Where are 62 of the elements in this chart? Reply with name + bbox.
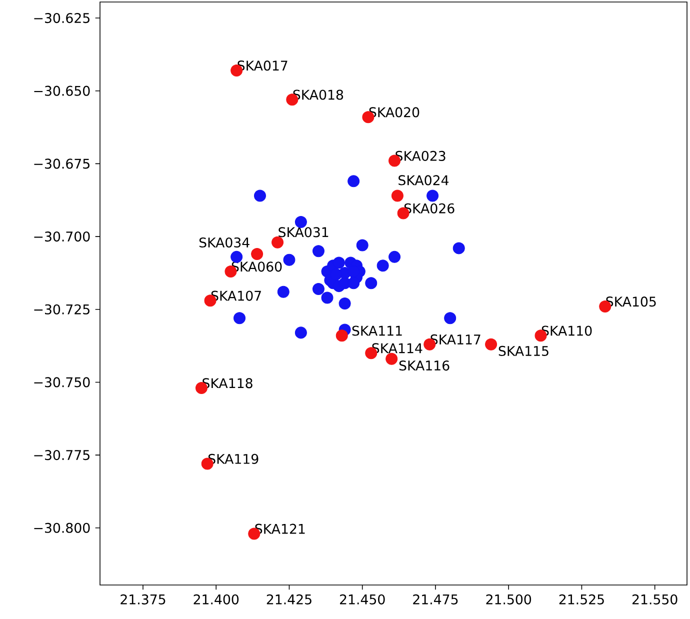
point [348, 175, 360, 188]
y-tick-label: −30.750 [34, 377, 90, 388]
y-tick-label: −30.650 [34, 86, 90, 96]
annotation: SKA105 [606, 296, 656, 307]
point [386, 352, 398, 365]
point [388, 250, 401, 263]
point [485, 338, 498, 350]
point [312, 282, 324, 295]
point [283, 254, 296, 266]
point [348, 277, 360, 290]
annotation: SKA031 [278, 227, 328, 238]
annotation: SKA114 [372, 343, 422, 354]
point [312, 245, 324, 258]
point [376, 260, 389, 272]
annotation: SKA060 [232, 262, 282, 272]
point [251, 248, 264, 260]
annotation: SKA107 [211, 290, 261, 301]
point [321, 292, 334, 304]
point [272, 236, 284, 248]
point [254, 190, 266, 202]
x-tick-label: 21.400 [194, 594, 239, 604]
x-tick-label: 21.450 [340, 594, 385, 604]
point [234, 312, 246, 324]
point [332, 256, 345, 269]
annotation: SKA034 [199, 237, 250, 248]
point [426, 190, 439, 202]
annotation: SKA116 [399, 360, 450, 371]
annotation: SKA118 [202, 378, 252, 388]
x-tick-label: 21.550 [632, 594, 678, 604]
x-tick-label: 21.475 [413, 594, 458, 604]
annotation: SKA024 [398, 175, 449, 186]
y-tick-label: −30.700 [34, 231, 90, 242]
y-tick-label: −30.775 [34, 450, 90, 460]
annotation: SKA115 [498, 346, 548, 356]
point [294, 326, 307, 339]
x-tick-label: 21.375 [120, 594, 166, 604]
y-tick-label: −30.725 [34, 304, 90, 314]
annotation: SKA117 [430, 334, 480, 345]
x-tick-label: 21.525 [559, 594, 604, 604]
y-tick-label: −30.675 [34, 158, 90, 169]
annotation: SKA026 [404, 203, 454, 214]
y-tick-label: −30.800 [34, 522, 90, 533]
annotation: SKA020 [369, 107, 420, 118]
point [338, 298, 351, 310]
point [294, 216, 307, 228]
point [391, 190, 404, 202]
annotation: SKA018 [293, 90, 344, 100]
point [444, 312, 456, 324]
point [452, 242, 465, 254]
annotation: SKA121 [255, 524, 305, 534]
point [365, 277, 378, 290]
annotation: SKA023 [396, 150, 446, 161]
x-tick-label: 21.500 [486, 594, 532, 604]
y-tick-label: −30.625 [34, 12, 90, 24]
point [356, 239, 368, 252]
annotation: SKA119 [208, 454, 258, 464]
x-tick-label: 21.425 [266, 594, 312, 604]
point [277, 286, 290, 298]
point [336, 330, 348, 342]
annotation: SKA111 [352, 326, 402, 336]
annotation: SKA110 [542, 326, 592, 336]
annotation: SKA017 [238, 60, 288, 71]
